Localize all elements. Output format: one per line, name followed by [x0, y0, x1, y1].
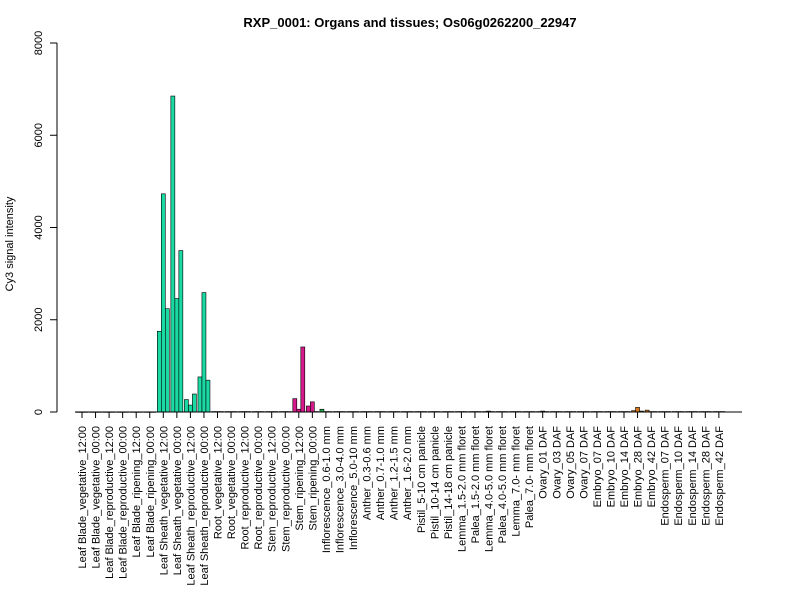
- x-tick-label: Root_vegetative_00:00: [226, 426, 238, 539]
- bar: [197, 376, 203, 413]
- y-tick-label: 6000: [33, 123, 45, 147]
- x-tick-label: Leaf Sheath_reproductive_12:00: [185, 426, 197, 586]
- x-tick-label: Leaf Blade_reproductive_00:00: [118, 426, 130, 579]
- x-tick-label: Endosperm_28 DAF: [700, 426, 712, 526]
- x-tick-label: Lemma_7.0- mm floret: [511, 426, 523, 537]
- x-tick-label: Stem_ripening_12:00: [294, 426, 306, 531]
- x-tick-label: Lemma_4.0-5.0 mm floret: [484, 426, 496, 552]
- y-axis: 0 2000 4000 6000 8000: [33, 31, 58, 415]
- x-tick-label: Endosperm_10 DAF: [673, 426, 685, 526]
- x-tick-label: Root_reproductive_00:00: [253, 426, 265, 550]
- bar: [635, 407, 640, 413]
- bar: [192, 393, 197, 413]
- bar: [157, 330, 162, 413]
- x-tick-label: Leaf Blade_vegetative_12:00: [77, 426, 89, 569]
- x-tick-label: Palea_4.0-5.0 mm floret: [497, 426, 509, 543]
- x-tick-label: Palea_7.0- mm floret: [524, 426, 536, 528]
- bar: [165, 308, 170, 413]
- x-tick-label: Palea_1.5-2.0 mm floret: [470, 426, 482, 543]
- x-tick-label: Pistil_10-14 cm panicle: [429, 426, 441, 539]
- x-tick-label: Embryo_14 DAF: [619, 426, 631, 508]
- x-tick-label: Embryo_10 DAF: [605, 426, 617, 508]
- y-axis-label: Cy3 signal intensity: [4, 196, 16, 291]
- x-tick-label: Endosperm_14 DAF: [687, 426, 699, 526]
- x-tick-label: Stem_ripening_00:00: [307, 426, 319, 531]
- bar: [205, 379, 211, 413]
- x-tick-label: Embryo_07 DAF: [592, 426, 604, 508]
- y-tick-label: 4000: [33, 215, 45, 239]
- y-tick-label: 8000: [33, 31, 45, 55]
- x-tick-label: Leaf Sheath_vegetative_00:00: [172, 426, 184, 575]
- x-tick-label: Embryo_28 DAF: [633, 426, 645, 508]
- x-axis: Leaf Blade_vegetative_12:00 Leaf Blade_ve…: [75, 411, 742, 586]
- x-tick-label: Pistil_5-10 cm panicle: [416, 426, 428, 533]
- x-tick-label: Anther_1.6-2.0 mm: [402, 426, 414, 520]
- x-tick-label: Leaf Blade_vegetative_00:00: [91, 426, 103, 569]
- x-tick-label: Leaf Blade_ripening_12:00: [131, 426, 143, 558]
- x-tick-label: Lemma_1.5-2.0 mm floret: [456, 426, 468, 552]
- x-tick-label: Inflorescence_5.0-10 mm: [348, 426, 360, 550]
- x-tick-label: Stem_reproductive_00:00: [280, 426, 292, 552]
- bar: [188, 404, 193, 413]
- x-tick-label: Ovary_05 DAF: [565, 426, 577, 499]
- x-tick-label: Inflorescence_3.0-4.0 mm: [334, 426, 346, 553]
- x-tick-label: Anther_0.7-1.0 mm: [375, 426, 387, 520]
- x-tick-label: Anther_0.3-0.6 mm: [362, 426, 374, 520]
- x-tick-label: Root_reproductive_12:00: [240, 426, 252, 550]
- x-tick-label: Root_vegetative_12:00: [213, 426, 225, 539]
- chart-title: RXP_0001: Organs and tissues; Os06g02622…: [243, 15, 576, 30]
- x-tick-label: Inflorescence_0.6-1.0 mm: [321, 426, 333, 553]
- x-tick-label: Anther_1.2-1.5 mm: [389, 426, 401, 520]
- bar: [161, 193, 166, 413]
- x-tick-label: Stem_reproductive_12:00: [267, 426, 279, 552]
- bar: [170, 95, 176, 413]
- bars-layer: [75, 95, 726, 413]
- bar: [306, 405, 311, 413]
- y-tick-label: 0: [33, 409, 45, 415]
- x-tick-label: Ovary_01 DAF: [538, 426, 550, 499]
- x-tick-label: Leaf Blade_ripening_00:00: [145, 426, 157, 558]
- x-tick-label: Ovary_07 DAF: [578, 426, 590, 499]
- bar: [178, 250, 184, 413]
- y-tick-label: 2000: [33, 308, 45, 332]
- x-tick-label: Embryo_42 DAF: [646, 426, 658, 508]
- x-tick-label: Ovary_03 DAF: [551, 426, 563, 499]
- bar: [310, 401, 315, 413]
- x-tick-label: Leaf Sheath_vegetative_12:00: [158, 426, 170, 575]
- bar: [184, 399, 189, 413]
- bar: [201, 292, 207, 413]
- x-tick-label: Leaf Sheath_reproductive_00:00: [199, 426, 211, 586]
- bar: [300, 346, 306, 413]
- bar: [292, 398, 298, 413]
- x-tick-label: Endosperm_42 DAF: [714, 426, 726, 526]
- x-tick-label: Pistil_14-18 cm panicle: [443, 426, 455, 539]
- x-tick-label: Endosperm_07 DAF: [660, 426, 672, 526]
- x-tick-label: Leaf Blade_reproductive_12:00: [104, 426, 116, 579]
- bar: [174, 298, 180, 413]
